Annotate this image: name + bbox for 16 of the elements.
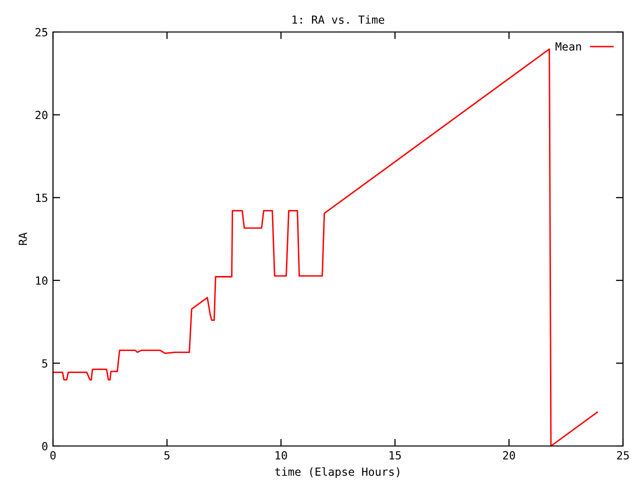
y-tick-label: 15 [36, 194, 48, 202]
y-tick-label: 0 [42, 442, 48, 450]
x-axis-title: time (Elapse Hours) [275, 467, 400, 478]
x-tick-label: 5 [164, 451, 170, 460]
chart-title: 1: RA vs. Time [292, 15, 384, 24]
x-tick-label: 0 [50, 451, 56, 460]
y-axis-title: RA [18, 232, 27, 245]
y-tick-label: 25 [36, 28, 48, 36]
legend-label: Mean [556, 42, 581, 51]
x-tick-label: 25 [617, 451, 629, 460]
x-tick-label: 10 [276, 451, 287, 460]
y-tick-label: 10 [36, 276, 48, 285]
x-tick-label: 15 [390, 451, 401, 460]
y-tick-label: 5 [42, 359, 48, 368]
y-tick-label: 20 [36, 110, 48, 120]
x-tick-label: 20 [503, 451, 515, 460]
